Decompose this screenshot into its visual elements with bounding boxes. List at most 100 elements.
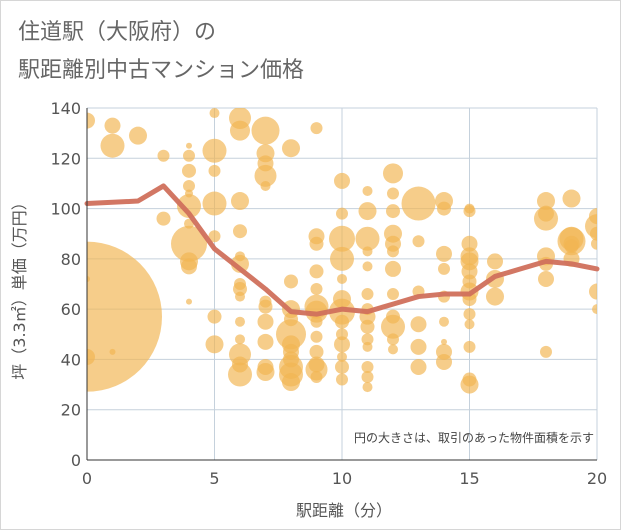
data-point (337, 351, 347, 362)
data-point (182, 163, 196, 178)
data-point (310, 330, 323, 343)
data-point (537, 192, 555, 211)
data-point (362, 382, 373, 393)
data-point (156, 211, 171, 226)
data-point (538, 270, 554, 287)
data-point (388, 344, 398, 355)
data-point (329, 225, 355, 252)
x-axis-label: 駅距離（分） (296, 501, 392, 520)
data-point (256, 363, 275, 381)
data-point (334, 336, 350, 353)
data-point (208, 164, 221, 177)
data-point (104, 117, 121, 134)
data-point (231, 192, 249, 211)
data-point (387, 187, 399, 200)
x-tick-label: 15 (459, 469, 479, 488)
data-point (410, 316, 427, 333)
data-point (401, 186, 436, 221)
data-point (309, 264, 324, 279)
x-tick-label: 5 (209, 469, 219, 488)
bubble-size-note: 円の大きさは、取引のあった物件面積を示す (354, 430, 594, 445)
data-point (235, 334, 245, 345)
data-point (235, 291, 245, 302)
data-point (109, 348, 116, 355)
data-point (438, 262, 450, 275)
chart-title-line2: 駅距離別中古マンション価格 (18, 58, 305, 83)
data-point (87, 275, 90, 282)
data-point (486, 287, 504, 306)
data-point (335, 314, 349, 329)
data-point (361, 288, 374, 301)
y-tick-label: 140 (50, 99, 81, 118)
data-point (309, 236, 324, 251)
data-point (181, 258, 197, 275)
data-point (386, 204, 400, 219)
y-tick-label: 20 (61, 401, 81, 420)
data-point (362, 185, 373, 196)
data-point (87, 241, 162, 392)
data-point (436, 245, 452, 262)
data-point (310, 315, 323, 328)
data-point (564, 239, 579, 254)
data-point (589, 283, 597, 300)
y-tick-label: 120 (50, 149, 81, 168)
data-point (335, 359, 349, 374)
data-point (208, 230, 221, 243)
x-tick-label: 10 (332, 469, 352, 488)
y-tick-label: 0 (71, 451, 81, 470)
data-point (310, 122, 323, 135)
data-point (251, 116, 280, 145)
data-point (441, 338, 447, 345)
data-point (461, 263, 478, 280)
data-point (463, 340, 476, 353)
y-tick-label: 60 (61, 300, 81, 319)
data-point (334, 172, 350, 189)
data-point (362, 261, 373, 272)
line-layer (84, 183, 600, 317)
data-point (540, 345, 552, 358)
data-point (209, 108, 220, 119)
data-point (282, 139, 300, 158)
data-point (235, 316, 245, 327)
data-point (383, 163, 403, 184)
data-point (171, 225, 207, 262)
axes: 0 20 40 60 80 100 120 140 0 5 10 15 20 (50, 99, 607, 488)
data-point (186, 298, 192, 305)
data-point (336, 207, 348, 220)
data-point (207, 309, 222, 324)
data-point (385, 260, 401, 277)
data-point (387, 245, 399, 258)
data-point (233, 282, 247, 297)
data-point (186, 142, 192, 149)
data-point (257, 313, 274, 330)
data-point (284, 274, 298, 289)
data-point (310, 283, 323, 296)
y-tick-label: 40 (61, 350, 81, 369)
x-tick-label: 0 (82, 469, 92, 488)
data-point (205, 335, 224, 354)
data-point (157, 149, 170, 162)
data-point (257, 333, 274, 350)
data-point (464, 319, 475, 330)
data-point (183, 179, 195, 192)
data-point (463, 308, 476, 321)
data-point (87, 112, 95, 129)
data-point (87, 348, 95, 365)
data-point (282, 373, 300, 392)
data-point (362, 341, 373, 352)
y-tick-label: 100 (50, 200, 81, 219)
data-point (310, 371, 323, 384)
data-point (410, 338, 427, 355)
data-point (460, 375, 479, 394)
data-point (183, 149, 195, 162)
data-point (436, 353, 452, 370)
y-tick-label: 80 (61, 250, 81, 269)
data-point (309, 344, 324, 359)
data-point (562, 189, 581, 208)
data-point (381, 314, 405, 339)
data-point (410, 358, 427, 375)
bubble-layer (87, 108, 597, 394)
data-point (358, 202, 377, 221)
data-point (361, 371, 374, 384)
